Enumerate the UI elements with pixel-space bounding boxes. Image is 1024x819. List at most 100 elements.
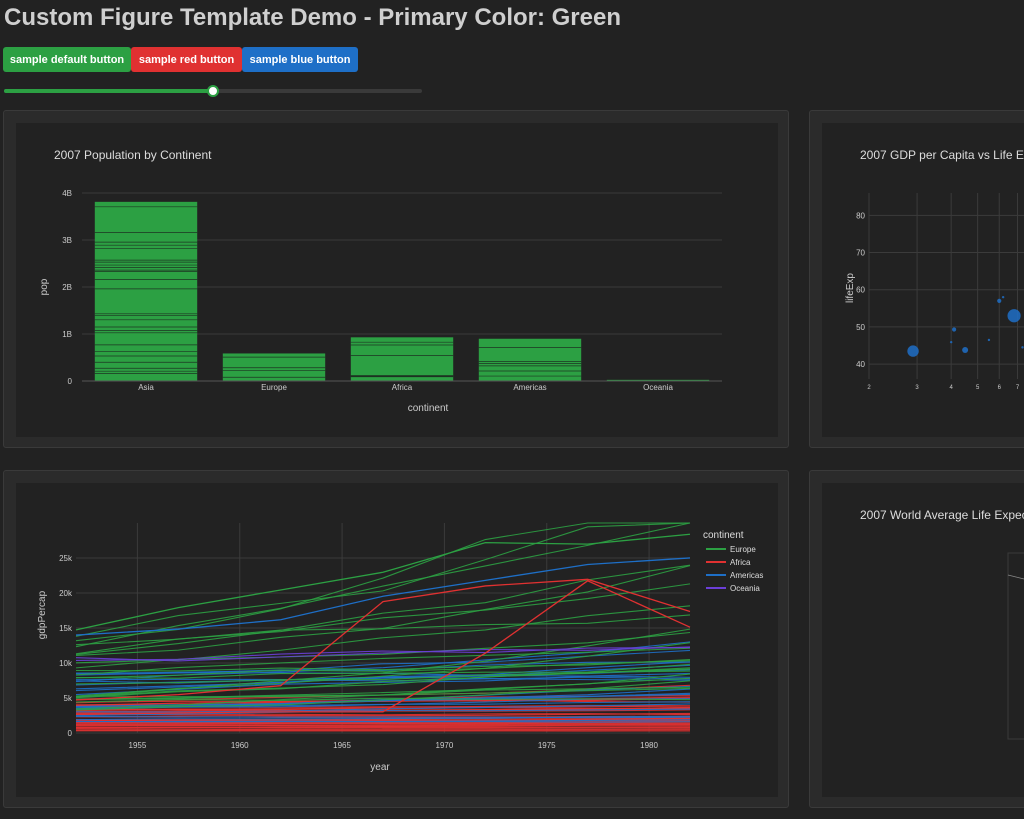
series-line	[75, 647, 691, 662]
scatter-point	[952, 327, 957, 332]
bar-x-tick: Asia	[138, 383, 154, 392]
line-chart-ylabel: gdpPercap	[37, 590, 48, 639]
line-chart-plot: year gdpPercap continent 1955 1960 1965 197…	[16, 483, 778, 797]
bar-y-tick: 0	[68, 377, 73, 386]
line-x-tick: 1965	[333, 741, 351, 750]
bar-y-tick: 2B	[62, 283, 72, 292]
scatter-chart-plot: 2007 GDP per Capita vs Life Ex lifeExp 4…	[822, 123, 1024, 437]
scatter-point	[1001, 295, 1005, 299]
legend-item-label: Americas	[730, 571, 763, 580]
bar-chart-title: 2007 Population by Continent	[54, 148, 212, 162]
page-title: Custom Figure Template Demo - Primary Co…	[4, 4, 622, 31]
series-oceania	[75, 646, 691, 662]
scatter-x-tick: 6	[998, 385, 1002, 391]
series-line	[75, 715, 691, 721]
series-line	[75, 614, 691, 646]
series-line-highlight	[75, 533, 691, 631]
series-line	[75, 667, 691, 685]
line-chart: year gdpPercap continent 1955 1960 1965 197…	[37, 522, 763, 773]
scatter-point	[1007, 309, 1021, 323]
series-line-highlight	[75, 580, 691, 715]
series-line	[75, 670, 691, 679]
scatter-chart: 2007 GDP per Capita vs Life Ex lifeExp 4…	[845, 148, 1024, 391]
scatter-y-tick: 70	[856, 249, 865, 258]
scatter-y-tick: 80	[856, 211, 865, 220]
series-line	[75, 726, 691, 730]
line-x-tick: 1980	[640, 741, 658, 750]
bar-y-tick: 3B	[62, 236, 72, 245]
average-chart-card: 2007 World Average Life Expec	[809, 470, 1024, 808]
bar-x-tick: Europe	[261, 383, 287, 392]
scatter-x-tick: 4	[950, 385, 954, 391]
series-line	[75, 697, 691, 703]
line-y-tick: 15k	[59, 624, 73, 633]
line-x-tick: 1955	[129, 741, 147, 750]
bar-x-tick: Africa	[392, 383, 413, 392]
default-button[interactable]: sample default button	[3, 47, 131, 72]
scatter-x-tick: 5	[976, 385, 980, 391]
bar	[94, 201, 198, 381]
bar-chart-xlabel: continent	[408, 403, 449, 414]
scatter-x-tick: 3	[915, 385, 919, 391]
series-line	[75, 522, 691, 637]
series-line-highlight	[75, 557, 691, 636]
series-line	[75, 646, 691, 662]
series-line	[75, 724, 691, 727]
scatter-y-tick: 40	[856, 360, 865, 369]
legend-title: continent	[703, 530, 744, 541]
bar-x-tick: Oceania	[643, 383, 673, 392]
line-y-tick: 0	[68, 729, 73, 738]
bar-x-tick: Americas	[513, 383, 546, 392]
series-line	[75, 522, 691, 648]
scatter-x-tick: 7	[1016, 385, 1020, 391]
series-line	[75, 664, 691, 692]
scatter-point	[1021, 346, 1024, 349]
scatter-point	[907, 345, 919, 357]
bar-segments	[222, 356, 326, 378]
line-chart-card: year gdpPercap continent 1955 1960 1965 197…	[3, 470, 789, 808]
scatter-chart-card: 2007 GDP per Capita vs Life Ex lifeExp 4…	[809, 110, 1024, 448]
bar-chart-ylabel: pop	[39, 278, 50, 295]
slider[interactable]	[4, 85, 422, 97]
line-y-tick: 20k	[59, 589, 73, 598]
series-line	[75, 660, 691, 679]
average-chart: 2007 World Average Life Expec	[860, 508, 1024, 740]
red-button[interactable]: sample red button	[131, 47, 242, 72]
bar-segments	[94, 206, 198, 374]
slider-handle[interactable]	[207, 85, 219, 97]
line-y-tick: 10k	[59, 659, 73, 668]
scatter-point	[987, 338, 991, 342]
scatter-point	[997, 298, 1002, 303]
line-x-tick: 1975	[538, 741, 556, 750]
slider-fill	[4, 89, 213, 93]
legend-item-label: Africa	[730, 558, 751, 567]
scatter-y-tick: 50	[856, 323, 865, 332]
bar-chart-card: 2007 Population by Continent continent p…	[3, 110, 789, 448]
scatter-y-tick: 60	[856, 286, 865, 295]
series-line	[75, 715, 691, 719]
average-chart-title: 2007 World Average Life Expec	[860, 508, 1024, 522]
series-line	[75, 721, 691, 724]
average-chart-plot: 2007 World Average Life Expec	[822, 483, 1024, 797]
average-chart-line	[1007, 574, 1024, 580]
scatter-x-tick: 2	[867, 385, 871, 391]
series-line-highlight	[75, 578, 691, 701]
scatter-point	[962, 346, 969, 353]
series-line	[75, 583, 691, 655]
series-line	[75, 708, 691, 717]
bar-chart: 2007 Population by Continent continent p…	[39, 148, 722, 414]
scatter-chart-ylabel: lifeExp	[845, 273, 856, 303]
bar	[606, 379, 710, 381]
line-x-tick: 1970	[436, 741, 454, 750]
bar-segments	[350, 341, 454, 378]
series-line	[75, 647, 691, 676]
series-line	[75, 661, 691, 676]
series-line	[75, 703, 691, 713]
line-y-tick: 5k	[64, 694, 73, 703]
series-line	[75, 676, 691, 682]
series-line	[75, 659, 691, 672]
average-chart-frame	[1007, 552, 1024, 740]
line-x-tick: 1960	[231, 741, 249, 750]
series-line	[75, 680, 691, 711]
blue-button[interactable]: sample blue button	[242, 47, 358, 72]
